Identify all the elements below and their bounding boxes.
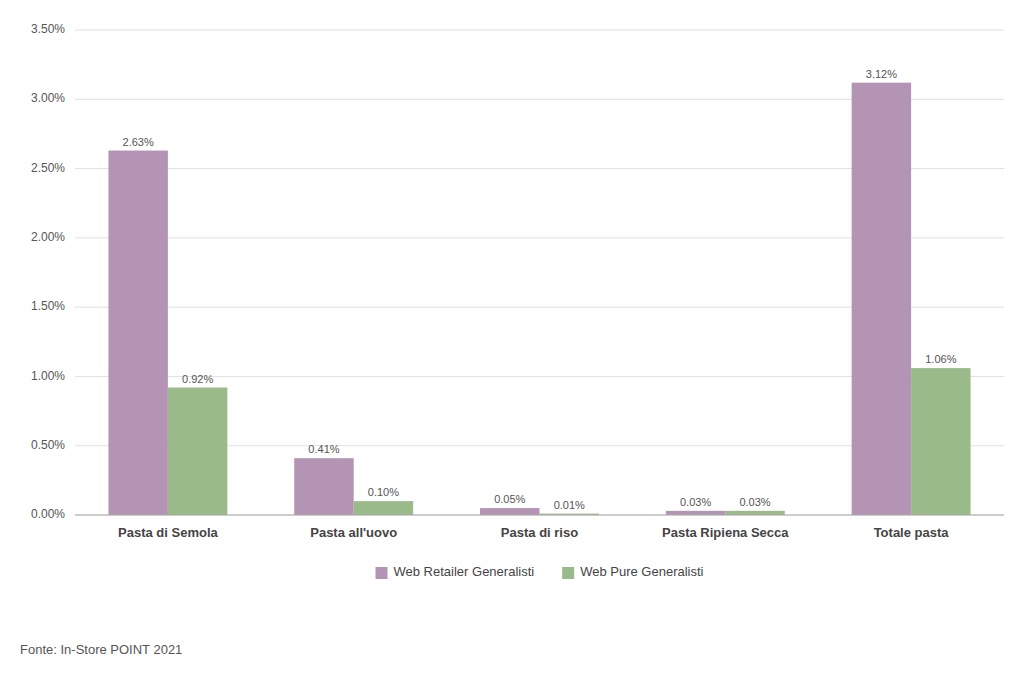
x-tick-label: Pasta Ripiena Secca: [662, 525, 789, 540]
annotation: Fonte: In-Store POINT 2021: [20, 642, 182, 657]
data-label: 0.92%: [182, 373, 213, 385]
data-label: 0.10%: [368, 486, 399, 498]
data-label: 0.05%: [494, 493, 525, 505]
x-tick-label: Pasta di Semola: [118, 525, 218, 540]
x-axis-line: [75, 515, 1004, 516]
bar: [168, 388, 227, 515]
y-tick-label: 0.50%: [31, 438, 65, 452]
legend-item: Web Pure Generalisti: [562, 564, 703, 579]
bar: [725, 511, 784, 515]
y-tick-label: 2.00%: [31, 230, 65, 244]
bar: [480, 508, 539, 515]
data-label: 0.41%: [308, 443, 339, 455]
x-tick-label: Totale pasta: [874, 525, 950, 540]
y-tick-label: 3.00%: [31, 91, 65, 105]
data-label: 0.03%: [739, 496, 770, 508]
grid-line: [75, 30, 1004, 31]
x-tick-label: Pasta all'uovo: [310, 525, 397, 540]
legend-item: Web Retailer Generalisti: [376, 564, 535, 579]
legend-swatch: [376, 567, 388, 579]
y-tick-label: 3.50%: [31, 22, 65, 36]
x-tick-label: Pasta di riso: [501, 525, 578, 540]
x-axis: Pasta di Semola Pasta all'uovo Pasta di ri…: [118, 525, 949, 540]
bars: [108, 83, 970, 515]
data-label: 3.12%: [866, 68, 897, 80]
bar: [108, 151, 167, 515]
data-labels: 2.63% 0.41% 0.05% 0.03% 3.12% 0.92% 0.10% 0.01%…: [123, 68, 957, 511]
legend-swatch: [562, 567, 574, 579]
bar: [354, 501, 413, 515]
y-tick-label: 0.00%: [31, 507, 65, 521]
bar: [294, 458, 353, 515]
chart: 0.00% 0.50% 1.00% 1.50% 2.00% 2.50% 3.00% 3.50%…: [0, 0, 1024, 678]
y-tick-label: 1.00%: [31, 369, 65, 383]
bar: [852, 83, 911, 515]
grid: [75, 30, 1004, 515]
legend-label: Web Pure Generalisti: [580, 564, 703, 579]
legend: Web Retailer Generalisti Web Pure General…: [376, 564, 704, 579]
grid-line: [75, 515, 1004, 516]
y-tick-label: 2.50%: [31, 161, 65, 175]
data-label: 0.03%: [680, 496, 711, 508]
y-axis: 0.00% 0.50% 1.00% 1.50% 2.00% 2.50% 3.00% 3.50%: [31, 22, 65, 521]
data-label: 1.06%: [925, 353, 956, 365]
legend-label: Web Retailer Generalisti: [394, 564, 535, 579]
bar: [911, 368, 970, 515]
y-tick-label: 1.50%: [31, 299, 65, 313]
bar: [666, 511, 725, 515]
data-label: 2.63%: [123, 136, 154, 148]
data-label: 0.01%: [554, 499, 585, 511]
